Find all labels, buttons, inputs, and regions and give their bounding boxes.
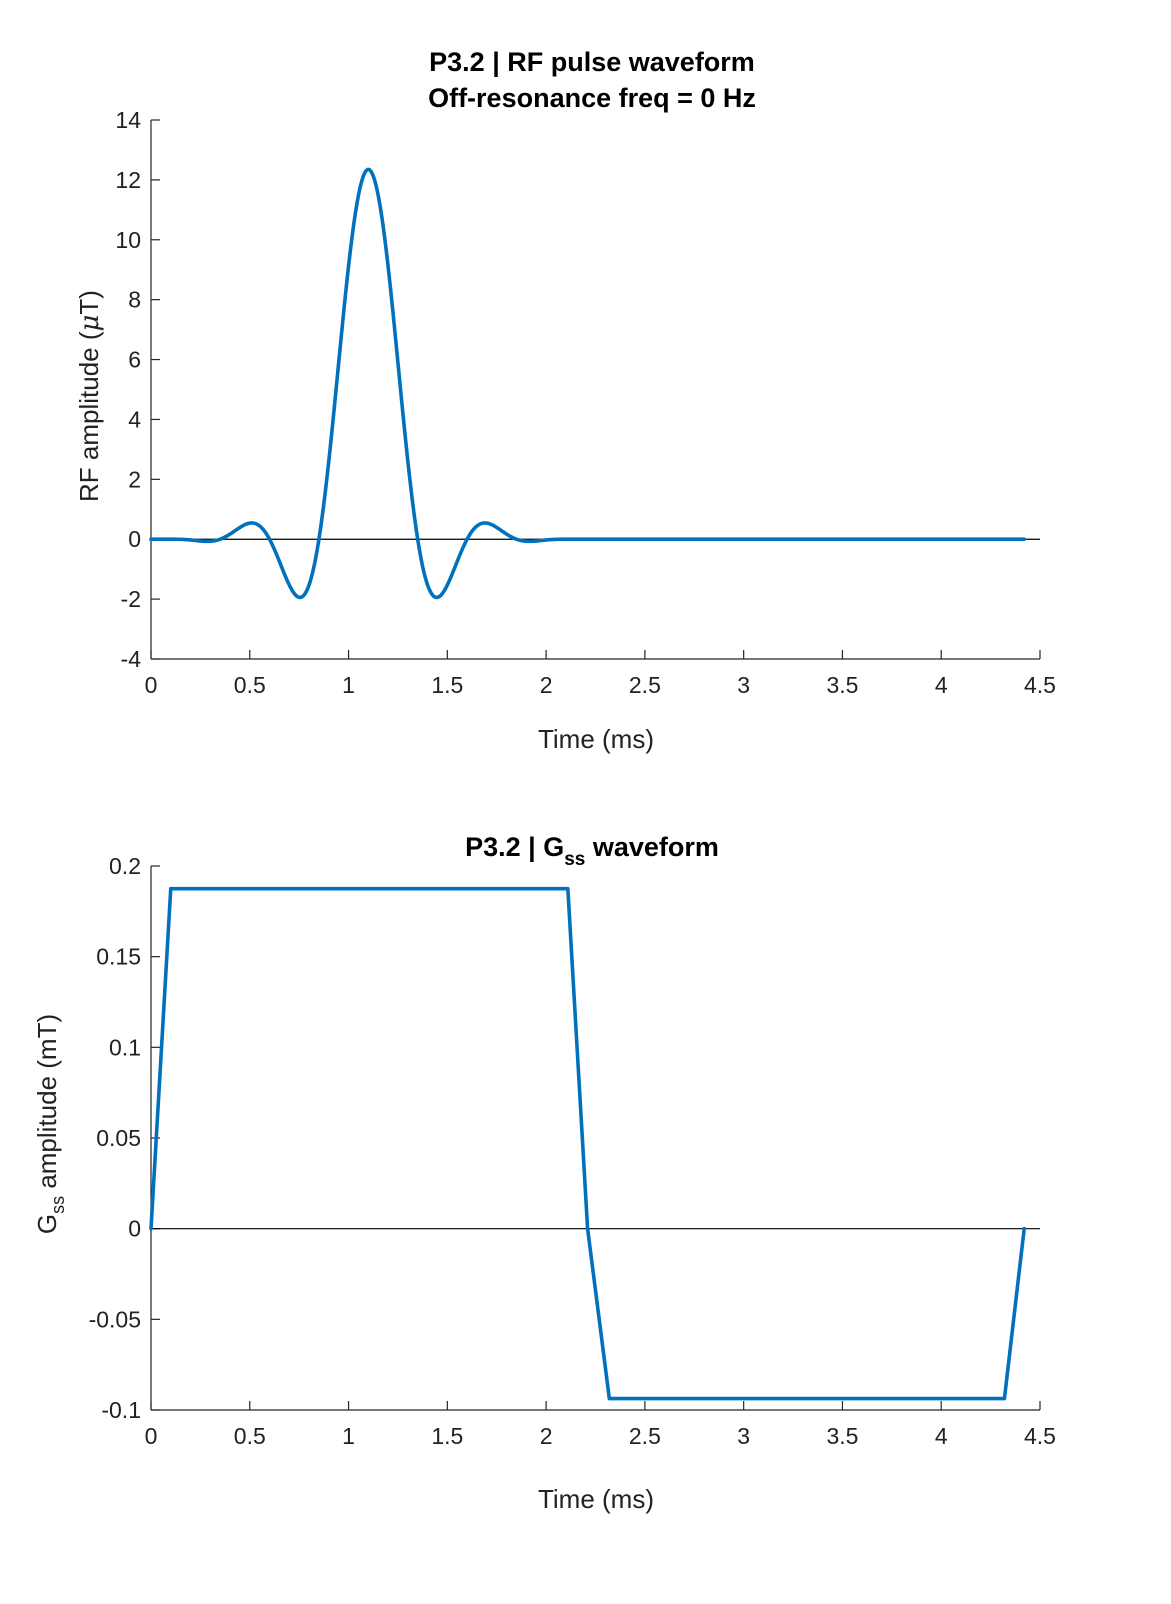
gss-y-label-tail: amplitude (mT) bbox=[32, 1014, 62, 1196]
rf-y-tick-label: 10 bbox=[115, 227, 141, 253]
rf-x-tick-label: 4.5 bbox=[1024, 672, 1056, 698]
gss-x-tick-label: 3.5 bbox=[826, 1423, 858, 1449]
gss-x-tick-label: 0 bbox=[145, 1423, 158, 1449]
gss-y-tick-label: -0.05 bbox=[89, 1306, 141, 1332]
gss-y-ticks: -0.1 -0.05 0 0.05 0.1 0.15 0.2 bbox=[89, 853, 160, 1423]
rf-y-tick-label: 2 bbox=[128, 466, 141, 492]
rf-y-axis-label: RF amplitude (μT) bbox=[74, 290, 105, 502]
rf-x-tick-label: 3.5 bbox=[826, 672, 858, 698]
rf-pulse-chart: P3.2 | RF pulse waveform Off-resonance f… bbox=[74, 47, 1056, 754]
rf-y-tick-label: 0 bbox=[128, 526, 141, 552]
gss-x-ticks: 0 0.5 1 1.5 2 2.5 3 3.5 4 4.5 bbox=[145, 1401, 1056, 1449]
gss-title-sub: ss bbox=[564, 849, 585, 870]
gss-x-tick-label: 4 bbox=[935, 1423, 948, 1449]
rf-x-ticks: 0 0.5 1 1.5 2 2.5 3 3.5 4 4.5 bbox=[145, 650, 1056, 698]
gss-x-tick-label: 1 bbox=[342, 1423, 355, 1449]
rf-y-tick-label: -4 bbox=[121, 646, 142, 672]
rf-y-tick-label: -2 bbox=[121, 586, 141, 612]
gss-x-tick-label: 4.5 bbox=[1024, 1423, 1056, 1449]
rf-y-ticks: -4 -2 0 2 4 6 8 10 12 14 bbox=[115, 107, 160, 672]
rf-y-label-main: RF amplitude ( bbox=[74, 331, 104, 502]
gss-waveform-line bbox=[149, 886, 1026, 1401]
gss-x-tick-label: 2.5 bbox=[629, 1423, 661, 1449]
gss-y-label-sub: ss bbox=[48, 1196, 68, 1214]
gss-x-tick-label: 0.5 bbox=[234, 1423, 266, 1449]
gss-y-tick-label: 0 bbox=[128, 1216, 141, 1242]
gss-y-tick-label: 0.1 bbox=[109, 1034, 141, 1060]
rf-x-tick-label: 1.5 bbox=[431, 672, 463, 698]
rf-y-tick-label: 14 bbox=[115, 107, 141, 133]
gss-x-axis-label: Time (ms) bbox=[538, 1484, 654, 1514]
gss-x-tick-label: 2 bbox=[540, 1423, 553, 1449]
rf-y-tick-label: 12 bbox=[115, 167, 141, 193]
gss-title-main: P3.2 | G bbox=[465, 832, 564, 862]
gss-chart: P3.2 | Gss waveform -0.1-0.0500.050.10.1… bbox=[32, 832, 1056, 1514]
rf-y-label-tail: T) bbox=[74, 290, 104, 315]
rf-chart-title: P3.2 | RF pulse waveform bbox=[429, 47, 755, 77]
gss-y-tick-label: 0.15 bbox=[96, 944, 141, 970]
gss-title-tail: waveform bbox=[585, 832, 719, 862]
rf-chart-subtitle: Off-resonance freq = 0 Hz bbox=[428, 83, 756, 113]
rf-x-tick-label: 4 bbox=[935, 672, 948, 698]
gss-y-tick-label: 0.05 bbox=[96, 1125, 141, 1151]
rf-y-label-symbol: μ bbox=[75, 315, 105, 332]
gss-x-tick-label: 3 bbox=[737, 1423, 750, 1449]
rf-y-tick-label: 4 bbox=[128, 406, 141, 432]
rf-x-axis-label: Time (ms) bbox=[538, 724, 654, 754]
gss-y-axis-label: Gss amplitude (mT) bbox=[32, 1014, 68, 1234]
rf-x-tick-label: 0 bbox=[145, 672, 158, 698]
rf-y-tick-label: 8 bbox=[128, 287, 141, 313]
gss-y-label-main: G bbox=[32, 1214, 62, 1234]
rf-x-tick-label: 2.5 bbox=[629, 672, 661, 698]
rf-x-tick-label: 1 bbox=[342, 672, 355, 698]
rf-x-tick-label: 0.5 bbox=[234, 672, 266, 698]
rf-pulse-line bbox=[149, 167, 1026, 600]
gss-y-tick-label: -0.1 bbox=[101, 1397, 141, 1423]
rf-x-tick-label: 3 bbox=[737, 672, 750, 698]
gss-chart-title: P3.2 | Gss waveform bbox=[465, 832, 719, 870]
rf-y-tick-label: 6 bbox=[128, 347, 141, 373]
rf-x-tick-label: 2 bbox=[540, 672, 553, 698]
gss-y-tick-label: 0.2 bbox=[109, 853, 141, 879]
gss-x-tick-label: 1.5 bbox=[431, 1423, 463, 1449]
